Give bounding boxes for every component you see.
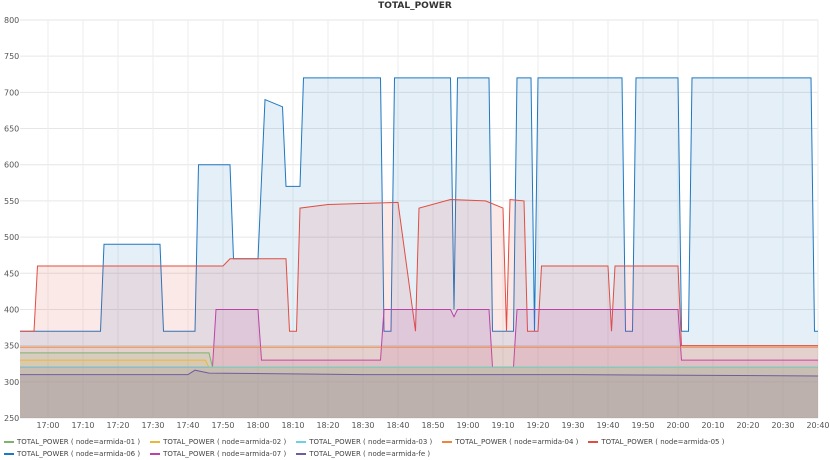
legend-swatch	[4, 453, 14, 455]
y-tick-label: 800	[4, 16, 19, 25]
x-tick-label: 17:30	[141, 421, 164, 430]
legend-label: TOTAL_POWER ( node=armida-05 )	[601, 438, 725, 446]
legend-label: TOTAL_POWER ( node=armida-06 )	[17, 450, 141, 458]
x-tick-label: 20:40	[806, 421, 829, 430]
x-tick-label: 19:50	[631, 421, 654, 430]
y-tick-label: 500	[4, 233, 19, 242]
y-tick-label: 550	[4, 197, 19, 206]
legend-label: TOTAL_POWER ( node=armida-04 )	[455, 438, 579, 446]
series-area-0	[20, 352, 818, 418]
x-tick-label: 19:20	[526, 421, 549, 430]
x-tick-label: 17:50	[211, 421, 234, 430]
chart-plot: 250 300 350 400 450 500 550 600 650 700 750 800 17:0…	[4, 16, 830, 430]
x-tick-label: 18:50	[421, 421, 444, 430]
series-area-3	[20, 347, 818, 418]
series-area-5	[20, 77, 818, 419]
x-tick-label: 17:10	[71, 421, 94, 430]
x-tick-label: 19:10	[491, 421, 514, 430]
legend-label: TOTAL_POWER ( node=armida-07 )	[163, 450, 287, 458]
legend-item[interactable]: TOTAL_POWER ( node=armida-05 )	[588, 436, 724, 448]
x-tick-label: 19:00	[456, 421, 479, 430]
x-tick-label: 18:10	[281, 421, 304, 430]
x-tick-label: 18:20	[316, 421, 339, 430]
series-line-4	[20, 198, 818, 347]
legend-item[interactable]: TOTAL_POWER ( node=armida-03 )	[296, 436, 432, 448]
chart-title: TOTAL_POWER	[378, 1, 452, 11]
y-tick-label: 300	[4, 378, 19, 387]
x-tick-label: 19:30	[561, 421, 584, 430]
x-tick-label: 20:10	[701, 421, 724, 430]
series-line-5	[20, 77, 818, 332]
legend: TOTAL_POWER ( node=armida-01 ) TOTAL_POWE…	[4, 436, 828, 460]
legend-label: TOTAL_POWER ( node=armida-fe )	[309, 450, 431, 458]
x-tick-label: 17:00	[36, 421, 59, 430]
legend-label: TOTAL_POWER ( node=armida-02 )	[163, 438, 287, 446]
x-tick-label: 17:40	[176, 421, 199, 430]
series-area-4	[20, 199, 818, 418]
legend-swatch	[150, 441, 161, 443]
series-area-7	[20, 370, 818, 418]
legend-swatch	[150, 453, 161, 455]
x-tick-label: 18:00	[246, 421, 269, 430]
legend-item[interactable]: TOTAL_POWER ( node=armida-07 )	[150, 448, 286, 460]
x-tick-label: 20:30	[771, 421, 794, 430]
legend-item[interactable]: TOTAL_POWER ( node=armida-01 )	[4, 436, 140, 448]
series-area-2	[20, 367, 818, 418]
y-tick-label: 600	[4, 161, 19, 170]
x-tick-label: 17:20	[106, 421, 129, 430]
y-tick-label: 650	[4, 125, 19, 134]
x-tick-label: 20:20	[736, 421, 759, 430]
legend-label: TOTAL_POWER ( node=armida-03 )	[309, 438, 433, 446]
y-tick-label: 350	[4, 342, 19, 351]
y-tick-label: 250	[4, 414, 19, 423]
x-tick-label: 19:40	[596, 421, 619, 430]
series-area-6	[20, 309, 818, 418]
legend-item[interactable]: TOTAL_POWER ( node=armida-04 )	[442, 436, 578, 448]
series-line-6	[20, 309, 818, 368]
legend-swatch	[4, 441, 14, 443]
x-tick-label: 18:40	[386, 421, 409, 430]
legend-swatch	[588, 441, 599, 443]
y-tick-label: 750	[4, 52, 19, 61]
series-line-7	[20, 369, 819, 377]
y-tick-label: 450	[4, 269, 19, 278]
x-tick-label: 18:30	[351, 421, 374, 430]
legend-swatch	[442, 441, 453, 443]
legend-item[interactable]: TOTAL_POWER ( node=armida-02 )	[150, 436, 286, 448]
legend-item[interactable]: TOTAL_POWER ( node=armida-fe )	[296, 448, 430, 460]
legend-label: TOTAL_POWER ( node=armida-01 )	[17, 438, 141, 446]
y-tick-label: 700	[4, 88, 19, 97]
x-tick-label: 20:00	[666, 421, 689, 430]
y-tick-label: 400	[4, 305, 19, 314]
legend-swatch	[296, 453, 307, 455]
legend-item[interactable]: TOTAL_POWER ( node=armida-06 )	[4, 448, 140, 460]
legend-swatch	[296, 441, 307, 443]
